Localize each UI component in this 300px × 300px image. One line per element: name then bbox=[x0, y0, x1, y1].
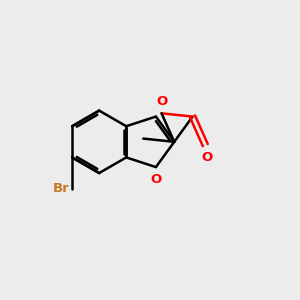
Text: O: O bbox=[201, 151, 212, 164]
Text: O: O bbox=[156, 95, 167, 108]
Text: Br: Br bbox=[52, 182, 69, 195]
Text: O: O bbox=[150, 173, 161, 186]
